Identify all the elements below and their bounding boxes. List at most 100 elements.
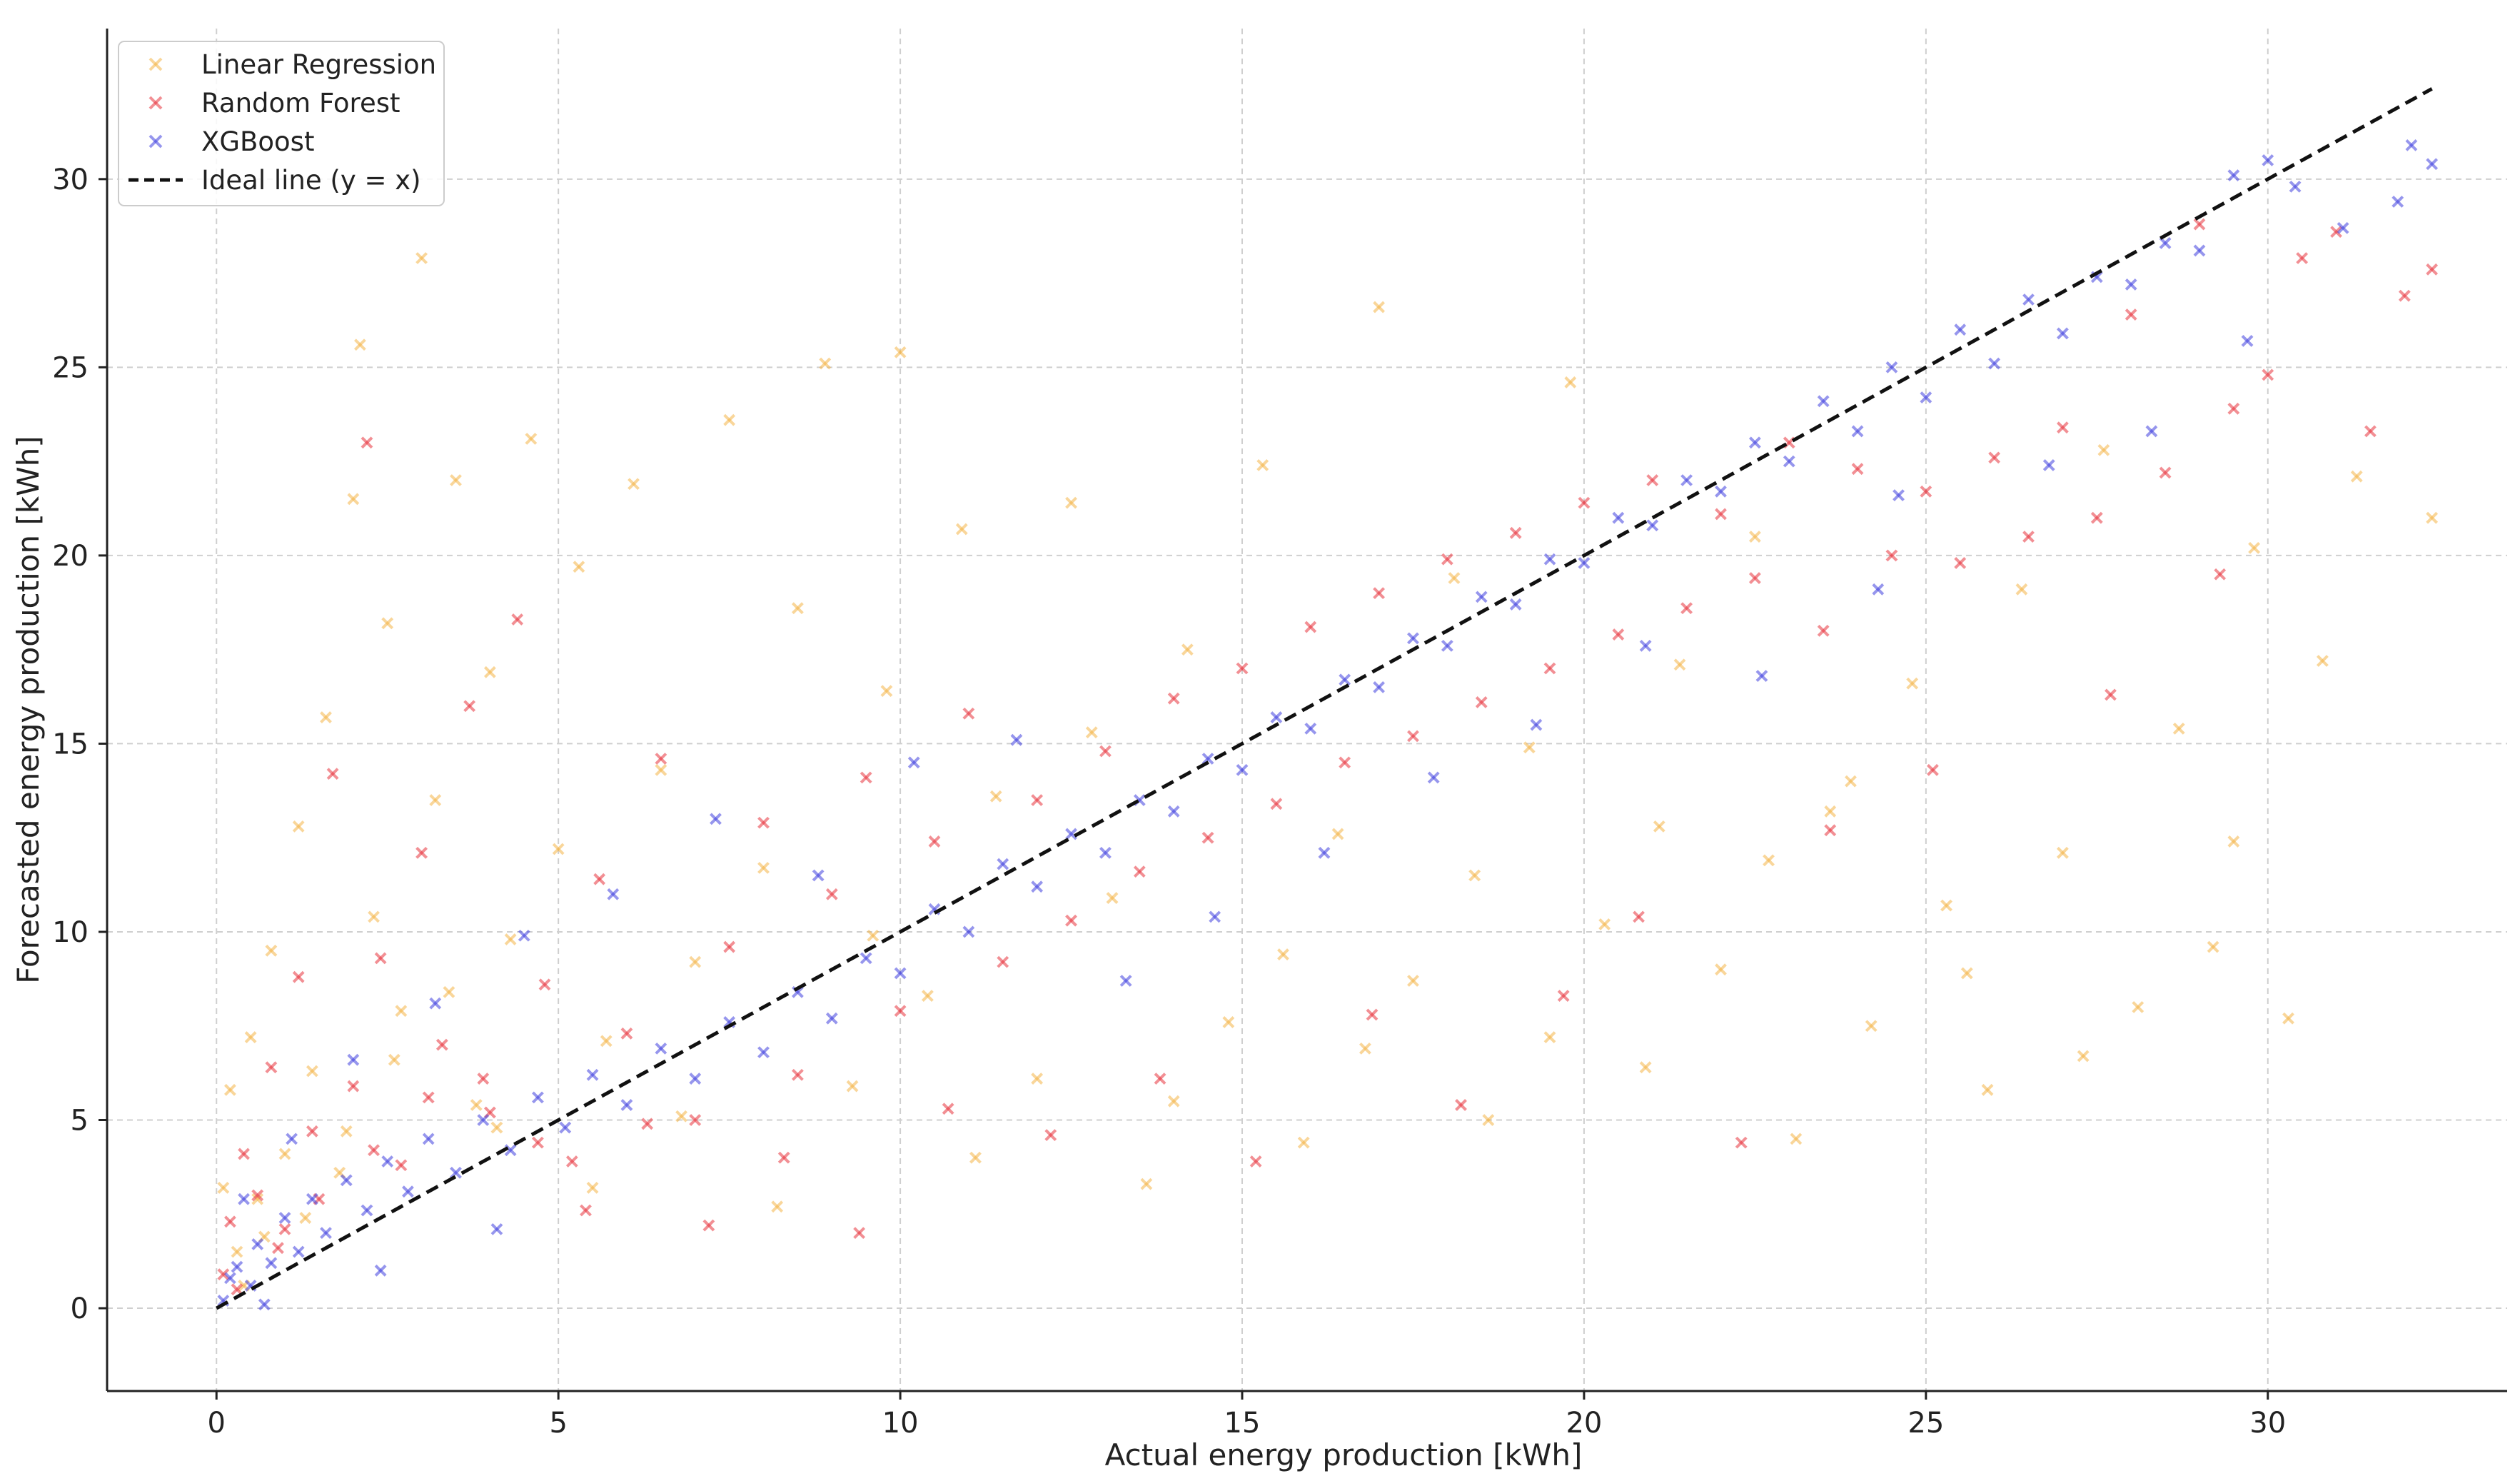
y-tick-label: 20	[52, 540, 89, 573]
linear-regression-point	[1564, 376, 1577, 388]
xgboost-point	[1119, 975, 1132, 987]
linear-regression-point	[1065, 496, 1077, 509]
linear-regression-point	[757, 861, 770, 874]
axes	[106, 29, 2507, 1392]
random-forest-point	[1099, 745, 1112, 758]
random-forest-point	[1715, 508, 1727, 521]
random-forest-point	[1885, 549, 1898, 562]
random-forest-point	[2364, 425, 2377, 438]
linear-regression-point	[415, 252, 428, 264]
x-tick-label: 20	[1566, 1407, 1602, 1440]
random-forest-point	[2262, 368, 2274, 381]
linear-regression-point	[1906, 677, 1919, 690]
linear-regression-point	[231, 1245, 243, 1258]
linear-regression-point	[723, 413, 736, 426]
linear-regression-point	[1297, 1136, 1310, 1149]
legend: Linear Regression Random Forest XGBoost Ide…	[118, 41, 445, 206]
linear-regression-point	[1256, 458, 1269, 471]
xgboost-point	[251, 1238, 264, 1250]
xgboost-point	[1339, 673, 1351, 686]
xgboost-point	[1851, 425, 1864, 438]
linear-regression-point	[353, 338, 366, 351]
xgboost-point	[1872, 583, 1885, 596]
xgboost-point	[586, 1068, 599, 1081]
random-forest-point	[435, 1038, 448, 1051]
xgboost-point	[1748, 436, 1761, 449]
xgboost-point	[655, 1042, 667, 1055]
linear-regression-point	[2172, 722, 2185, 735]
xgboost-point	[1373, 681, 1385, 693]
linear-regression-point	[1331, 828, 1344, 840]
random-forest-point	[1373, 587, 1385, 600]
random-forest-point	[217, 1268, 230, 1281]
random-forest-point	[1270, 798, 1283, 810]
random-forest-point	[1455, 1099, 1467, 1111]
legend-label: XGBoost	[201, 126, 314, 157]
linear-regression-point	[450, 474, 462, 486]
random-forest-point	[463, 700, 476, 713]
linear-regression-point	[1763, 854, 1775, 867]
linear-regression-point	[292, 820, 305, 833]
linear-regression-point	[1523, 741, 1536, 754]
y-tick-label: 10	[52, 916, 89, 949]
linear-regression-point	[1748, 531, 1761, 543]
xgboost-point	[1817, 395, 1830, 408]
linear-regression-point	[1468, 869, 1481, 882]
xgboost-point	[2042, 458, 2055, 471]
linear-regression-point	[1222, 1016, 1235, 1028]
x-tick-label: 10	[882, 1407, 919, 1440]
random-forest-point	[1133, 865, 1146, 878]
xgboost-point	[340, 1174, 353, 1187]
x-ticks: 0 5 10 15 20 25 30	[208, 1391, 2286, 1440]
legend-marker-linear-regression	[148, 57, 163, 71]
linear-regression-point	[600, 1035, 613, 1048]
xgboost-point	[518, 929, 530, 942]
xgboost-point	[2227, 169, 2240, 181]
grid-lines	[107, 29, 2507, 1391]
linear-regression-point	[1715, 963, 1727, 976]
random-forest-point	[2296, 252, 2309, 264]
xgboost-point	[1530, 718, 1543, 731]
random-forest-point	[272, 1242, 284, 1255]
xgboost-point	[490, 1223, 503, 1235]
random-forest-point	[757, 816, 770, 829]
legend-marker-random-forest	[148, 96, 163, 110]
legend-label: Linear Regression	[201, 49, 436, 80]
xgboost-point	[1988, 357, 2001, 370]
xgboost-point	[477, 1114, 490, 1126]
xgboost-point	[2337, 221, 2349, 234]
xgboost-point	[1892, 489, 1905, 501]
linear-regression-point	[2282, 1012, 2294, 1025]
random-forest-point	[278, 1223, 291, 1235]
linear-regression-point	[1359, 1042, 1371, 1055]
random-forest-point	[1748, 572, 1761, 584]
linear-regression-point	[586, 1181, 599, 1194]
random-forest-point	[1927, 763, 1939, 776]
xgboost-point	[1441, 639, 1453, 652]
legend-label: Random Forest	[201, 88, 400, 119]
random-forest-point	[1475, 696, 1488, 708]
random-forest-point	[1954, 557, 1967, 569]
random-forest-point	[511, 613, 524, 626]
random-forest-point	[251, 1189, 264, 1202]
random-forest-point	[361, 436, 373, 449]
xgboost-point	[1427, 771, 1440, 784]
random-forest-point	[374, 952, 387, 965]
xgboost-point	[238, 1193, 250, 1205]
xgboost-point	[532, 1091, 544, 1104]
random-forest-point	[791, 1068, 804, 1081]
random-forest-point	[1065, 914, 1077, 927]
random-forest-point	[1201, 831, 1214, 844]
legend-box	[118, 41, 445, 206]
random-forest-point	[1543, 662, 1556, 675]
random-forest-point	[942, 1103, 954, 1115]
random-forest-point	[853, 1227, 866, 1240]
linear-regression-point	[1448, 572, 1461, 584]
xgboost-point	[1209, 910, 1221, 923]
y-tick-label: 5	[71, 1105, 89, 1138]
xgboost-point	[2289, 180, 2302, 193]
xgboost-point	[1920, 391, 1932, 403]
random-forest-point	[1304, 621, 1317, 633]
random-forest-point	[2330, 226, 2342, 239]
